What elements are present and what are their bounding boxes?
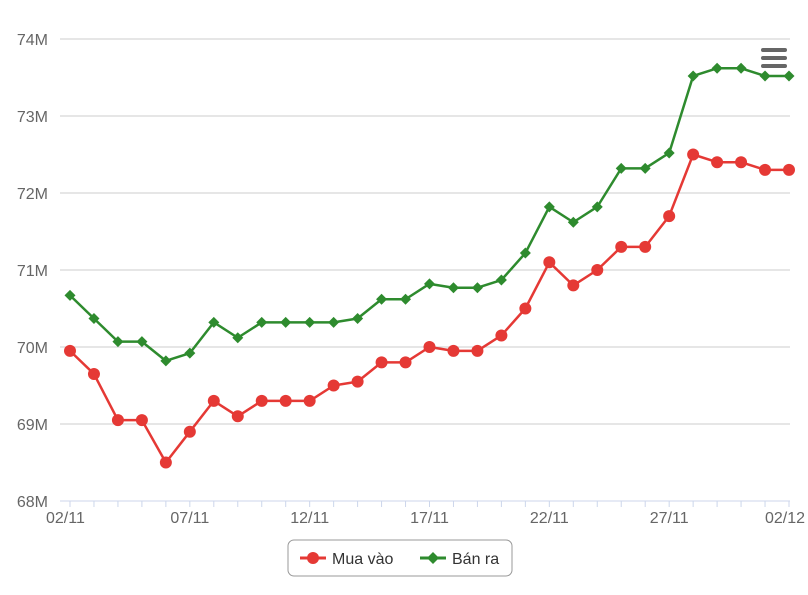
legend-circle-marker [307,552,319,564]
data-point[interactable] [759,70,771,82]
data-point[interactable] [376,293,388,305]
data-point[interactable] [519,302,532,315]
data-point[interactable] [351,375,364,388]
data-point[interactable] [111,414,124,427]
legend-item-mua-vao[interactable]: Mua vào [300,551,393,568]
legend-box [287,539,513,577]
data-point[interactable] [471,344,484,357]
data-point[interactable] [279,394,292,407]
data-point[interactable] [135,414,148,427]
data-point[interactable] [352,313,364,325]
data-point[interactable] [711,156,724,169]
data-point[interactable] [183,425,196,438]
data-point[interactable] [543,256,556,269]
y-tick-label: 69M [17,417,48,434]
data-point[interactable] [231,410,244,423]
data-point[interactable] [424,278,435,290]
data-point[interactable] [159,456,172,469]
x-tick-label: 22/11 [530,510,569,527]
series-line [69,153,789,464]
x-tick-label: 07/11 [170,510,209,527]
data-point[interactable] [495,274,507,286]
data-point[interactable] [687,70,699,82]
x-tick-label: 02/12 [765,510,805,527]
data-point[interactable] [184,347,196,359]
data-point[interactable] [663,210,676,223]
y-tick-label: 73M [17,109,48,126]
data-point[interactable] [64,289,76,301]
series-1 [64,62,795,367]
data-point[interactable] [232,332,244,344]
data-point[interactable] [400,293,412,305]
y-tick-label: 68M [17,494,48,511]
data-point[interactable] [399,356,412,369]
grid-lines [60,38,790,425]
data-point[interactable] [88,313,100,325]
data-point[interactable] [471,282,483,294]
data-point[interactable] [687,148,700,161]
data-point[interactable] [303,394,316,407]
data-point[interactable] [783,70,795,82]
series-layer [64,62,795,469]
data-point[interactable] [255,394,268,407]
x-tick-label: 17/11 [410,510,449,527]
series-0 [64,148,795,469]
data-point[interactable] [112,336,124,348]
data-point[interactable] [567,279,580,292]
data-point[interactable] [711,62,723,74]
data-point[interactable] [519,247,531,259]
x-tick-label: 02/11 [46,510,85,527]
data-point[interactable] [136,336,148,348]
data-point[interactable] [447,344,460,357]
hamburger-menu-icon[interactable] [756,44,792,74]
x-tick-label: 27/11 [650,510,689,527]
x-tick-label: 12/11 [290,510,329,527]
data-point[interactable] [639,240,652,253]
legend-diamond-marker [427,552,439,564]
y-axis: 68M 69M 70M 71M 72M 73M 74M [17,32,48,511]
legend: Mua vào Bán ra [287,539,513,577]
y-tick-label: 74M [17,32,48,49]
data-point[interactable] [639,162,651,174]
data-point[interactable] [64,344,76,357]
data-point[interactable] [328,316,340,328]
data-point[interactable] [543,201,555,213]
series-line [69,67,789,363]
legend-item-ban-ra[interactable]: Bán ra [420,551,499,568]
data-point[interactable] [207,394,220,407]
data-point[interactable] [663,147,675,159]
data-point[interactable] [447,282,459,294]
data-point[interactable] [591,264,604,276]
data-point[interactable] [208,316,220,328]
y-tick-label: 71M [17,263,48,280]
data-point[interactable] [304,316,316,328]
data-point[interactable] [375,356,388,369]
data-point[interactable] [327,379,340,392]
legend-label-ban-ra: Bán ra [452,551,499,568]
data-point[interactable] [87,367,100,380]
data-point[interactable] [567,216,579,228]
data-point[interactable] [759,163,772,176]
y-tick-label: 70M [17,340,48,357]
data-point[interactable] [495,329,508,342]
data-point[interactable] [256,316,268,328]
x-axis: 02/11 07/11 12/11 17/11 22/11 27/11 02/12 [46,500,805,527]
data-point[interactable] [160,355,172,367]
data-point[interactable] [615,240,628,253]
data-point[interactable] [591,201,603,213]
data-point[interactable] [735,156,748,169]
data-point[interactable] [615,162,627,174]
legend-label-mua-vao: Mua vào [332,551,393,568]
data-point[interactable] [783,163,795,176]
data-point[interactable] [735,62,747,74]
data-point[interactable] [423,341,436,353]
y-tick-label: 72M [17,186,48,203]
data-point[interactable] [280,316,292,328]
